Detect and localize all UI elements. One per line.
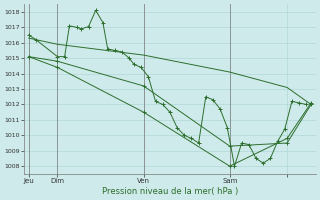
X-axis label: Pression niveau de la mer( hPa ): Pression niveau de la mer( hPa ) xyxy=(102,187,238,196)
